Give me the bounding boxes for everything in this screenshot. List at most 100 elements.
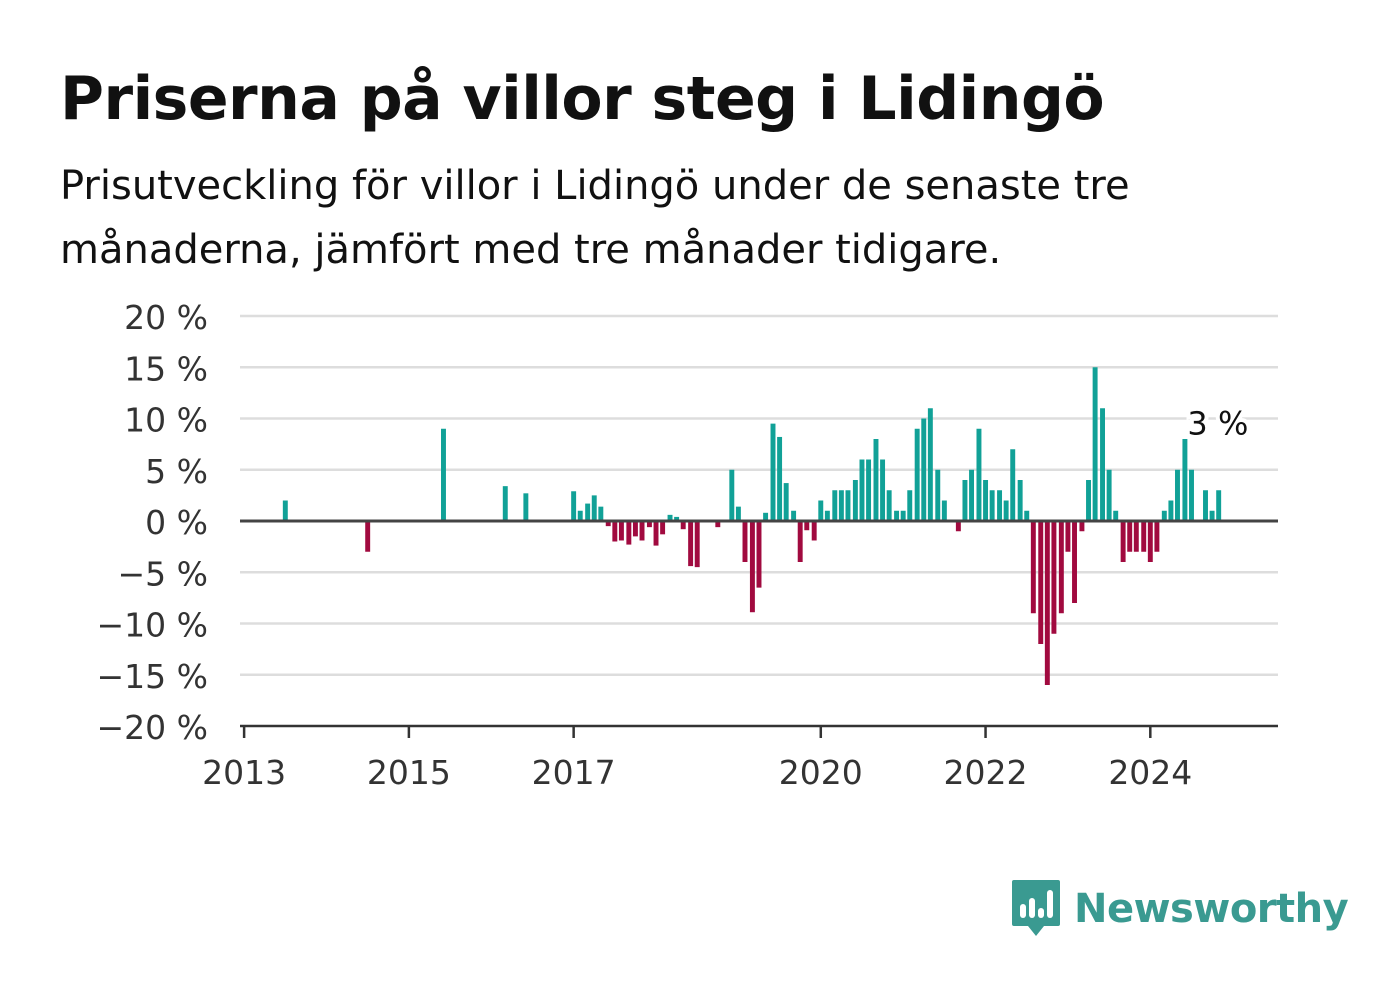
bar [1209, 510, 1215, 521]
bar [1079, 521, 1085, 532]
x-tick-label: 2013 [202, 753, 286, 792]
bar [1189, 469, 1194, 521]
bar [921, 418, 927, 521]
bar [818, 500, 824, 521]
bar [941, 500, 947, 521]
bar [866, 459, 872, 521]
bar [749, 521, 755, 613]
bar [735, 506, 741, 521]
chart-title: Priserna på villor steg i Lidingö [60, 64, 1105, 134]
chart-subtitle: Prisutveckling för villor i Lidingö unde… [60, 163, 1130, 273]
bar [523, 493, 529, 521]
bar [1092, 367, 1098, 521]
bar [1216, 490, 1222, 521]
newsworthy-logo: Newsworthy [1010, 878, 1349, 940]
bar [886, 490, 892, 521]
bar [804, 521, 810, 531]
bar [1147, 521, 1153, 562]
x-tick-label: 2024 [1108, 753, 1192, 792]
y-tick-label: −10 % [97, 606, 209, 645]
bar [997, 490, 1003, 521]
bar [639, 521, 645, 541]
bar [365, 521, 371, 552]
bar [1127, 521, 1133, 552]
bar [1003, 500, 1009, 521]
bar [1203, 490, 1208, 521]
bar [729, 469, 735, 521]
bar [694, 521, 700, 568]
bar [660, 521, 666, 535]
bar [1051, 521, 1057, 634]
bar [976, 428, 982, 521]
bar [591, 495, 597, 522]
x-tick-label: 2020 [779, 753, 863, 792]
bar [927, 408, 933, 521]
bar [1154, 521, 1160, 552]
bar [756, 521, 762, 588]
bar [585, 503, 591, 521]
bar [791, 510, 797, 521]
bar [1030, 521, 1036, 614]
y-tick-label: −20 % [97, 708, 209, 747]
bar [1133, 521, 1139, 552]
bar [1182, 439, 1188, 521]
bar [832, 490, 838, 521]
bar [605, 521, 611, 527]
bar [1017, 480, 1023, 521]
y-tick-label: 20 % [124, 298, 208, 337]
bar [783, 483, 789, 521]
bar [667, 514, 673, 521]
x-tick-label: 2015 [367, 753, 451, 792]
bar [653, 521, 659, 546]
bar [873, 439, 879, 521]
bar [441, 428, 446, 521]
bar [989, 490, 995, 521]
bar [715, 521, 721, 528]
bar [1141, 521, 1147, 552]
y-tick-label: 15 % [124, 349, 208, 388]
bar [632, 521, 638, 537]
brand-name: Newsworthy [1074, 886, 1349, 932]
bar [598, 506, 604, 521]
bar [900, 510, 906, 521]
bar [618, 521, 624, 541]
y-tick-label: 5 % [145, 452, 208, 491]
bar [1086, 480, 1091, 521]
bar [688, 521, 694, 567]
bar [1120, 521, 1126, 562]
bar [1024, 510, 1030, 521]
bar [962, 480, 968, 521]
bar [914, 428, 920, 521]
y-tick-label: −15 % [97, 657, 209, 696]
bar [612, 521, 618, 542]
bar [969, 469, 975, 521]
bar [845, 490, 851, 521]
bar [770, 423, 776, 522]
bar [838, 490, 844, 521]
bar [680, 521, 686, 530]
bar [1072, 521, 1077, 603]
bar [955, 521, 961, 532]
y-tick-label: 10 % [124, 401, 208, 440]
bar [797, 521, 803, 562]
bar [907, 490, 913, 521]
bar [824, 510, 830, 521]
x-tick-label: 2022 [944, 753, 1028, 792]
bar [1175, 469, 1180, 521]
bar-chart-speech-bubble-icon [1012, 880, 1060, 936]
bar [282, 500, 288, 521]
bar [894, 510, 900, 521]
bar [1065, 521, 1071, 552]
bar [880, 459, 886, 521]
bar [742, 521, 748, 562]
bar [811, 521, 817, 541]
bar [571, 491, 577, 521]
bar [1113, 510, 1119, 521]
bar [983, 480, 989, 521]
bar [852, 480, 858, 521]
bar [859, 459, 865, 521]
bar [1106, 469, 1112, 521]
bar [577, 510, 583, 521]
bar [1038, 521, 1044, 644]
